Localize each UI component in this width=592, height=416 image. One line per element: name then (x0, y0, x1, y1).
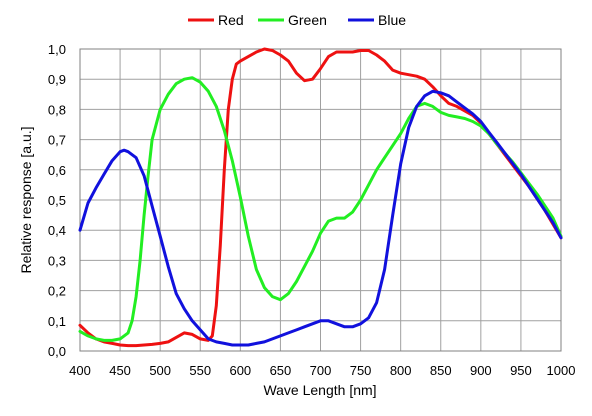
plot-area-frame (79, 48, 562, 352)
x-axis-title: Wave Length [nm] (263, 382, 376, 398)
x-tick-label: 950 (510, 363, 532, 378)
x-tick-label: 700 (310, 363, 332, 378)
x-tick-label: 750 (350, 363, 372, 378)
x-tick-label: 850 (430, 363, 452, 378)
x-tick-label: 450 (109, 363, 131, 378)
series-line-blue (78, 89, 563, 347)
y-tick-label: 0,3 (48, 253, 66, 268)
y-tick-label: 0,5 (48, 193, 66, 208)
y-tick-label: 0,2 (48, 284, 66, 299)
x-axis-tick-labels: 400 450 500 550 600 650 700 750 800 850 900 950 1000 (69, 363, 575, 378)
legend-label-green: Green (288, 12, 327, 28)
y-tick-label: 0,8 (48, 102, 66, 117)
legend-label-red: Red (218, 12, 244, 28)
y-tick-label: 1,0 (48, 42, 66, 57)
x-tick-label: 900 (470, 363, 492, 378)
legend-label-blue: Blue (378, 12, 406, 28)
x-tick-label: 550 (189, 363, 211, 378)
y-tick-label: 0,0 (48, 344, 66, 359)
x-tick-label: 600 (229, 363, 251, 378)
x-tick-label: 650 (270, 363, 292, 378)
y-tick-label: 0,4 (48, 223, 66, 238)
y-axis-title: Relative response [a.u.] (18, 126, 34, 273)
y-tick-label: 0,6 (48, 163, 66, 178)
x-tick-label: 400 (69, 363, 91, 378)
y-axis-tick-labels: 0,0 0,1 0,2 0,3 0,4 0,5 0,6 0,7 0,8 0,9 1,0 (48, 42, 66, 359)
x-tick-label: 800 (390, 363, 412, 378)
y-tick-label: 0,1 (48, 314, 66, 329)
series-line-green (78, 76, 563, 342)
x-tick-label: 500 (149, 363, 171, 378)
y-tick-label: 0,9 (48, 72, 66, 87)
x-tick-label: 1000 (547, 363, 576, 378)
series-lines (78, 47, 563, 348)
legend: Red Green Blue (188, 12, 406, 28)
y-tick-label: 0,7 (48, 133, 66, 148)
